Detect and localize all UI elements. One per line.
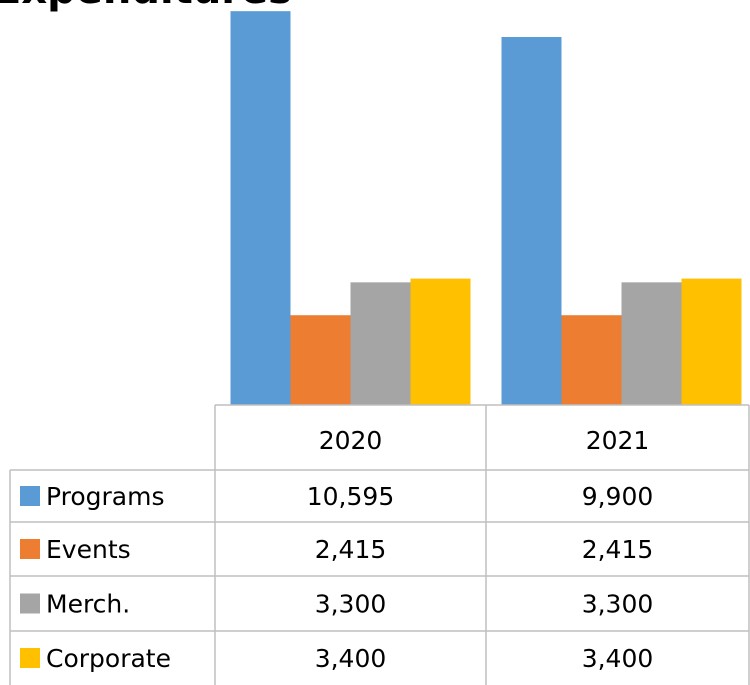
table-value: 3,300 bbox=[582, 590, 654, 619]
table-value: 10,595 bbox=[307, 482, 394, 511]
bar bbox=[621, 282, 682, 405]
bar bbox=[230, 11, 291, 406]
bar bbox=[501, 37, 562, 405]
legend-label: Events bbox=[46, 535, 131, 564]
legend-key bbox=[20, 648, 40, 668]
chart-title: Expenditures bbox=[0, 0, 292, 13]
table-value: 2,415 bbox=[315, 535, 387, 564]
bar bbox=[681, 278, 742, 405]
legend-label: Merch. bbox=[46, 590, 130, 619]
table-value: 3,300 bbox=[315, 590, 387, 619]
column-header: 2021 bbox=[586, 426, 650, 455]
bar bbox=[410, 278, 471, 405]
legend-label: Corporate bbox=[46, 644, 171, 673]
table-value: 3,400 bbox=[582, 644, 654, 673]
legend-label: Programs bbox=[46, 482, 165, 511]
bar bbox=[290, 315, 351, 405]
table-value: 3,400 bbox=[315, 644, 387, 673]
legend-key bbox=[20, 593, 40, 614]
legend-key bbox=[20, 539, 40, 559]
bar bbox=[350, 282, 411, 405]
bar bbox=[561, 315, 622, 405]
table-value: 9,900 bbox=[582, 482, 654, 511]
table-value: 2,415 bbox=[582, 535, 654, 564]
legend-key bbox=[20, 486, 40, 506]
column-header: 2020 bbox=[319, 426, 383, 455]
